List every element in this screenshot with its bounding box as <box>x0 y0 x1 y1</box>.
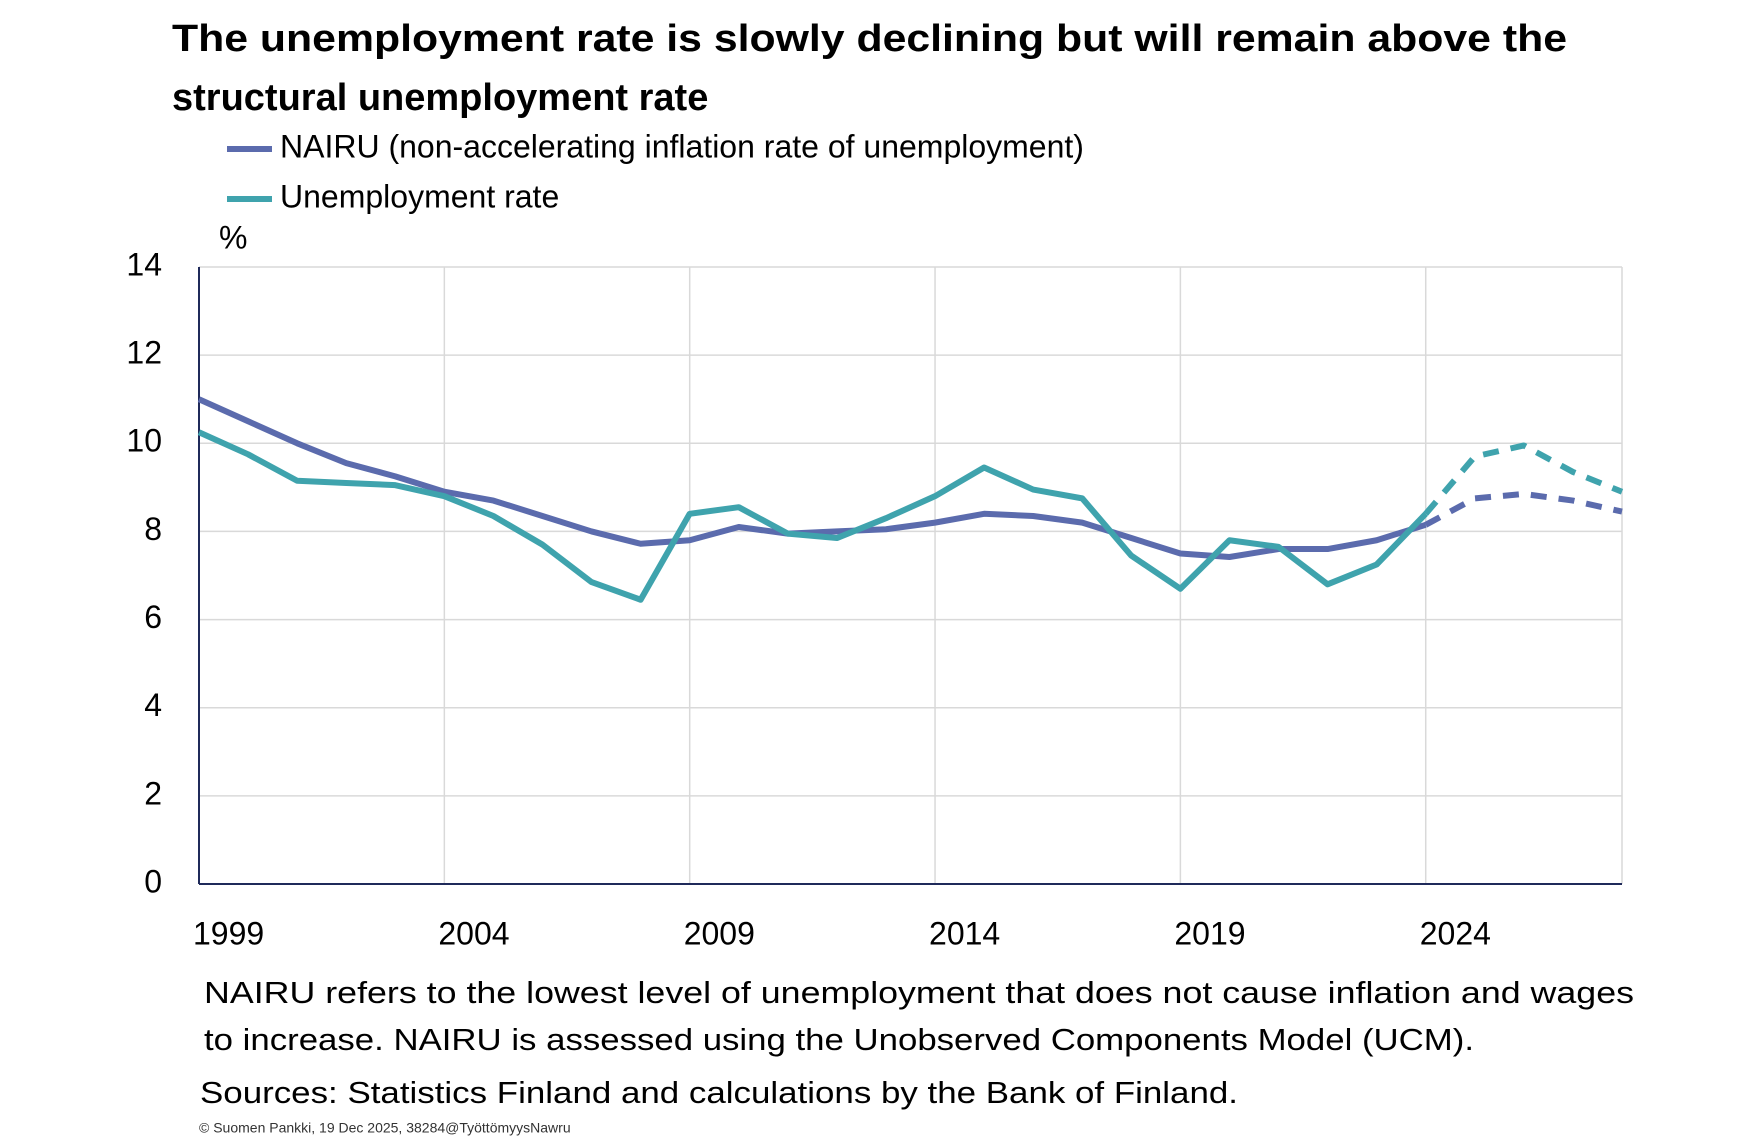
y-tick-label: 10 <box>126 423 162 459</box>
sources: Sources: Statistics Finland and calculat… <box>200 1075 1238 1110</box>
y-tick-label: 8 <box>144 511 162 547</box>
x-tick-label: 2019 <box>1174 915 1245 951</box>
legend-label: Unemployment rate <box>280 178 559 214</box>
forecast-line <box>1423 442 1624 516</box>
x-tick-label: 1999 <box>193 915 264 951</box>
y-tick-label: 0 <box>144 863 162 899</box>
y-unit: % <box>219 219 247 255</box>
y-tick-label: 12 <box>126 335 162 371</box>
chart-title: structural unemployment rate <box>172 77 708 119</box>
x-tick-label: 2014 <box>929 915 1000 951</box>
y-tick-label: 14 <box>126 246 162 282</box>
copyright: © Suomen Pankki, 19 Dec 2025, 38284@Työt… <box>199 1120 571 1136</box>
x-tick-label: 2024 <box>1420 915 1491 951</box>
note: to increase. NAIRU is assessed using the… <box>204 1022 1474 1057</box>
data-line <box>197 429 1428 603</box>
y-tick-label: 4 <box>144 687 162 723</box>
note: NAIRU refers to the lowest level of unem… <box>204 975 1634 1010</box>
forecast-line <box>1424 490 1623 528</box>
legend-label: NAIRU (non-accelerating inflation rate o… <box>280 128 1084 164</box>
x-tick-label: 2009 <box>684 915 755 951</box>
data-line <box>197 396 1427 560</box>
x-tick-label: 2004 <box>438 915 509 951</box>
y-tick-label: 2 <box>144 775 162 811</box>
chart-title: The unemployment rate is slowly declinin… <box>172 18 1567 60</box>
y-tick-label: 6 <box>144 599 162 635</box>
